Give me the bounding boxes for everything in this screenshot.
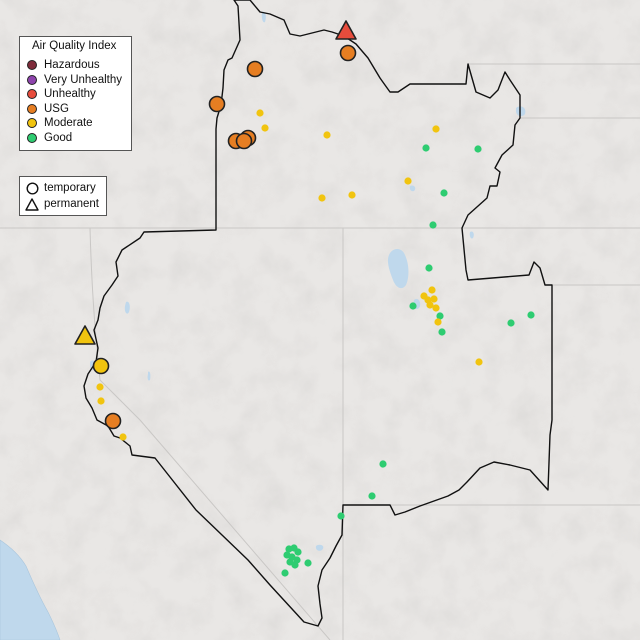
legend-item-unhealthy: Unhealthy — [24, 87, 96, 101]
site-marker[interactable] — [348, 191, 356, 199]
site-marker[interactable] — [434, 318, 442, 326]
ocean — [0, 539, 61, 640]
legend-item-usg: USG — [24, 102, 69, 116]
circle-icon — [24, 87, 40, 101]
site-marker[interactable] — [97, 397, 105, 405]
legend-swatch — [27, 60, 37, 70]
circle-icon — [24, 58, 40, 72]
idaho-reservoir — [409, 185, 416, 192]
region-boundary — [83, 0, 553, 627]
site-marker[interactable] — [425, 264, 433, 272]
site-marker[interactable] — [256, 109, 264, 117]
legend-item-very-unhealthy: Very Unhealthy — [24, 73, 122, 87]
site-marker[interactable] — [430, 295, 438, 303]
legend-swatch — [27, 118, 37, 128]
legend-label: Moderate — [44, 117, 93, 129]
circle-icon — [24, 116, 40, 130]
legend-label: Unhealthy — [44, 88, 96, 100]
state-lines — [0, 63, 640, 640]
site-marker[interactable] — [92, 357, 110, 375]
pyramid-lake — [124, 301, 130, 314]
site-marker[interactable] — [281, 569, 289, 577]
legend-title: Air Quality Index — [32, 40, 117, 52]
legend-item-hazardous: Hazardous — [24, 58, 100, 72]
site-marker[interactable] — [119, 433, 127, 441]
legend-label: permanent — [44, 198, 99, 210]
site-marker[interactable] — [507, 319, 515, 327]
legend-item-moderate: Moderate — [24, 116, 93, 130]
walker-lake — [147, 371, 151, 381]
site-marker[interactable] — [422, 144, 430, 152]
monitor-type-legend: temporary permanent — [19, 176, 107, 216]
site-marker[interactable] — [527, 311, 535, 319]
legend-label: USG — [44, 102, 69, 115]
legend-item-temporary: temporary — [24, 181, 96, 195]
site-marker[interactable] — [429, 221, 437, 229]
site-marker[interactable] — [432, 304, 440, 312]
site-marker[interactable] — [246, 60, 264, 78]
site-marker[interactable] — [291, 561, 299, 569]
site-marker[interactable] — [368, 492, 376, 500]
site-marker[interactable] — [432, 125, 440, 133]
circle-icon — [24, 73, 40, 87]
legend-swatch — [27, 132, 37, 143]
site-marker[interactable] — [440, 189, 448, 197]
site-marker[interactable] — [235, 132, 253, 150]
site-marker[interactable] — [104, 412, 122, 430]
legend-swatch — [27, 74, 37, 85]
site-marker-permanent[interactable] — [335, 20, 357, 40]
lake-mead — [315, 544, 324, 551]
site-marker[interactable] — [208, 95, 226, 113]
legend-item-permanent: permanent — [24, 197, 99, 211]
great-salt-lake — [387, 249, 409, 289]
site-marker[interactable] — [428, 286, 436, 294]
legend-item-good: Good — [24, 131, 72, 145]
circle-icon — [24, 131, 40, 145]
site-marker[interactable] — [304, 559, 312, 567]
monitoring-sites[interactable] — [74, 20, 535, 577]
aqi-legend: Air Quality Index Hazardous Very Unhealt… — [19, 36, 132, 151]
site-marker[interactable] — [474, 145, 482, 153]
circle-icon — [24, 102, 40, 116]
site-marker[interactable] — [294, 548, 302, 556]
site-marker[interactable] — [318, 194, 326, 202]
site-marker[interactable] — [339, 44, 357, 62]
site-marker[interactable] — [438, 328, 446, 336]
site-marker[interactable] — [337, 512, 345, 520]
legend-label: Hazardous — [44, 59, 100, 71]
site-marker[interactable] — [323, 131, 331, 139]
bear-lake — [469, 231, 474, 239]
site-marker[interactable] — [426, 301, 434, 309]
legend-swatch — [27, 89, 37, 99]
flathead-lake — [261, 11, 266, 23]
legend-label: Very Unhealthy — [44, 73, 122, 86]
site-marker[interactable] — [261, 124, 269, 132]
site-marker[interactable] — [379, 460, 387, 468]
site-marker[interactable] — [404, 177, 412, 185]
legend-swatch — [27, 103, 37, 114]
site-marker[interactable] — [436, 312, 444, 320]
site-marker[interactable] — [475, 358, 483, 366]
triangle-icon — [24, 197, 40, 211]
site-marker[interactable] — [96, 383, 104, 391]
circle-icon — [24, 181, 40, 195]
site-marker[interactable] — [409, 302, 417, 310]
legend-label: temporary — [44, 182, 96, 194]
legend-label: Good — [44, 131, 73, 144]
site-marker-permanent[interactable] — [74, 325, 96, 345]
